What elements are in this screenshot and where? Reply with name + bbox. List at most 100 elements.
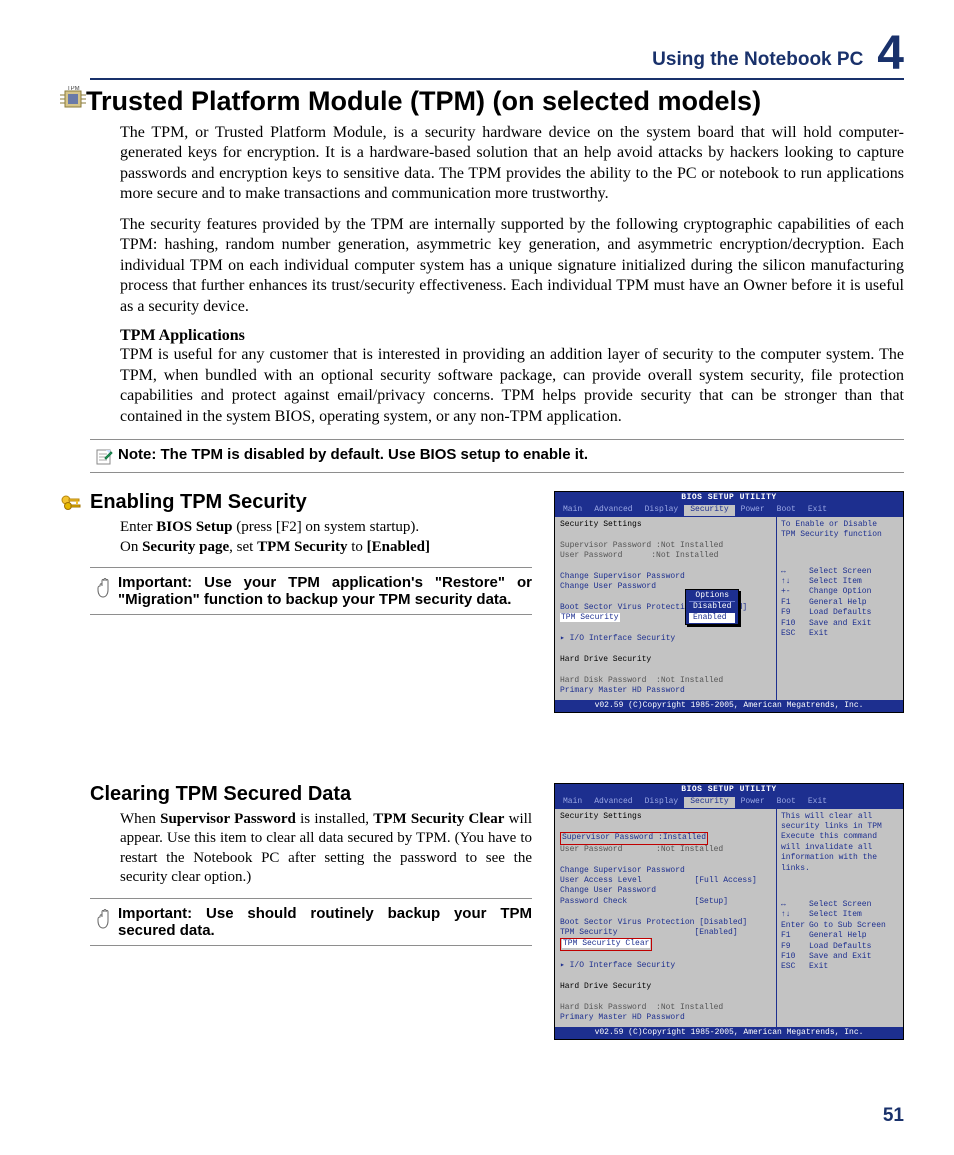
important-enable: Important: Use your TPM application's "R… <box>90 567 532 615</box>
bios-tab: Display <box>639 797 685 807</box>
bios-line: Change Supervisor Password <box>560 866 771 876</box>
bios-line: Primary Master HD Password <box>560 686 771 696</box>
bios-line: User Password :Not Installed <box>560 845 771 855</box>
page-number: 51 <box>883 1105 904 1127</box>
bios-keys: ↔Select Screen↑↓Select ItemEnterGo to Su… <box>781 900 899 973</box>
chapter-header: Using the Notebook PC 4 <box>90 30 904 80</box>
txt: , set <box>229 539 257 555</box>
bios-tab: Main <box>557 797 588 807</box>
txt: When <box>120 811 160 827</box>
bios-tab: Security <box>684 797 734 807</box>
hand-icon <box>90 905 118 931</box>
txt: TPM Security <box>257 539 347 555</box>
svg-text:TPM: TPM <box>67 86 80 92</box>
bios-line <box>560 645 771 655</box>
important-clear: Important: Use should routinely backup y… <box>90 898 532 946</box>
bios-help: This will clear all security links in TP… <box>777 809 903 1027</box>
bios-tab: Advanced <box>588 797 638 807</box>
enable-section: Enabling TPM Security Enter BIOS Setup (… <box>90 491 904 729</box>
bios-line <box>560 822 771 832</box>
important-text: Important: Use your TPM application's "R… <box>118 574 532 608</box>
bios-main: Security Settings Supervisor Password :I… <box>555 809 777 1027</box>
title-row: TPM Trusted Platform Module (TPM) (on se… <box>90 86 904 117</box>
bios-tab: Power <box>735 797 771 807</box>
clear-para: When Supervisor Password is installed, T… <box>120 810 532 888</box>
chapter-number: 4 <box>877 30 904 78</box>
note-text: Note: The TPM is disabled by default. Us… <box>118 446 904 463</box>
bios-popup: OptionsDisabledEnabled <box>685 589 739 625</box>
bios-line: Hard Drive Security <box>560 655 771 665</box>
bios-line: Primary Master HD Password <box>560 1013 771 1023</box>
bios-line: TPM Security Clear <box>560 938 771 950</box>
bios-help: To Enable or Disable TPM Security functi… <box>777 517 903 700</box>
bios-line: Security Settings <box>560 520 771 530</box>
bios-tab: Main <box>557 505 588 515</box>
bios-line <box>560 972 771 982</box>
bios-keys: ↔Select Screen↑↓Select Item+-Change Opti… <box>781 567 899 640</box>
bios-line <box>560 665 771 675</box>
tpm-apps-para: TPM is useful for any customer that is i… <box>120 345 904 427</box>
bios-tab: Display <box>639 505 685 515</box>
txt: Enter <box>120 519 156 535</box>
bios-line <box>560 951 771 961</box>
txt: is installed, <box>296 811 373 827</box>
bios-tabs: MainAdvancedDisplaySecurityPowerBootExit <box>555 796 903 808</box>
note-icon <box>90 446 118 466</box>
bios-screenshot-clear: BIOS SETUP UTILITYMainAdvancedDisplaySec… <box>554 783 904 1040</box>
bios-line <box>560 992 771 1002</box>
bios-tab: Security <box>684 505 734 515</box>
bios-line: User Password :Not Installed <box>560 551 771 561</box>
bios-line: Password Check [Setup] <box>560 897 771 907</box>
bios-line: Hard Disk Password :Not Installed <box>560 1003 771 1013</box>
keys-icon <box>60 493 90 513</box>
bios-line: Change Supervisor Password <box>560 572 771 582</box>
bios-main: Security Settings Supervisor Password :N… <box>555 517 777 700</box>
hand-icon <box>90 574 118 600</box>
page-title: Trusted Platform Module (TPM) (on select… <box>86 86 761 117</box>
bios-line <box>560 624 771 634</box>
txt: to <box>348 539 367 555</box>
txt: [Enabled] <box>367 539 430 555</box>
bios-tab: Advanced <box>588 505 638 515</box>
bios-tabs: MainAdvancedDisplaySecurityPowerBootExit <box>555 504 903 516</box>
bios-line: TPM Security [Enabled] <box>560 928 771 938</box>
bios-title: BIOS SETUP UTILITY <box>555 492 903 504</box>
intro-para-2: The security features provided by the TP… <box>120 215 904 317</box>
bios-tab: Exit <box>802 505 833 515</box>
txt: Supervisor Password <box>160 811 296 827</box>
bios-line <box>560 530 771 540</box>
txt: (press [F2] on system startup). <box>233 519 420 535</box>
bios-line: Security Settings <box>560 812 771 822</box>
bios-line: ▸ I/O Interface Security <box>560 634 771 644</box>
intro-para-1: The TPM, or Trusted Platform Module, is … <box>120 123 904 205</box>
bios-line <box>560 855 771 865</box>
bios-line: Hard Drive Security <box>560 982 771 992</box>
bios-line: Supervisor Password :Not Installed <box>560 541 771 551</box>
bios-line: ▸ I/O Interface Security <box>560 961 771 971</box>
bios-line <box>560 561 771 571</box>
txt: On <box>120 539 142 555</box>
bios-line: Change User Password <box>560 886 771 896</box>
bios-title: BIOS SETUP UTILITY <box>555 784 903 796</box>
tpm-apps-heading: TPM Applications <box>120 327 904 345</box>
note-block: Note: The TPM is disabled by default. Us… <box>90 439 904 473</box>
bios-footer: v02.59 (C)Copyright 1985-2005, American … <box>555 1027 903 1039</box>
bios-tab: Boot <box>771 505 802 515</box>
bios-line <box>560 907 771 917</box>
bios-tab: Boot <box>771 797 802 807</box>
enable-step-1: Enter BIOS Setup (press [F2] on system s… <box>120 518 532 557</box>
bios-line: Boot Sector Virus Protection [Disabled] <box>560 918 771 928</box>
txt: BIOS Setup <box>156 519 232 535</box>
enable-heading: Enabling TPM Security <box>90 491 307 514</box>
bios-line: Supervisor Password :Installed <box>560 832 771 844</box>
important-text: Important: Use should routinely backup y… <box>118 905 532 939</box>
bios-screenshot-enable: BIOS SETUP UTILITYMainAdvancedDisplaySec… <box>554 491 904 713</box>
bios-tab: Power <box>735 505 771 515</box>
page: Using the Notebook PC 4 TPM Trusted Plat… <box>0 0 954 1155</box>
clear-heading: Clearing TPM Secured Data <box>90 783 351 806</box>
bios-line: User Access Level [Full Access] <box>560 876 771 886</box>
bios-footer: v02.59 (C)Copyright 1985-2005, American … <box>555 700 903 712</box>
chapter-title: Using the Notebook PC <box>652 49 863 71</box>
bios-tab: Exit <box>802 797 833 807</box>
clear-section: Clearing TPM Secured Data When Superviso… <box>90 783 904 1056</box>
